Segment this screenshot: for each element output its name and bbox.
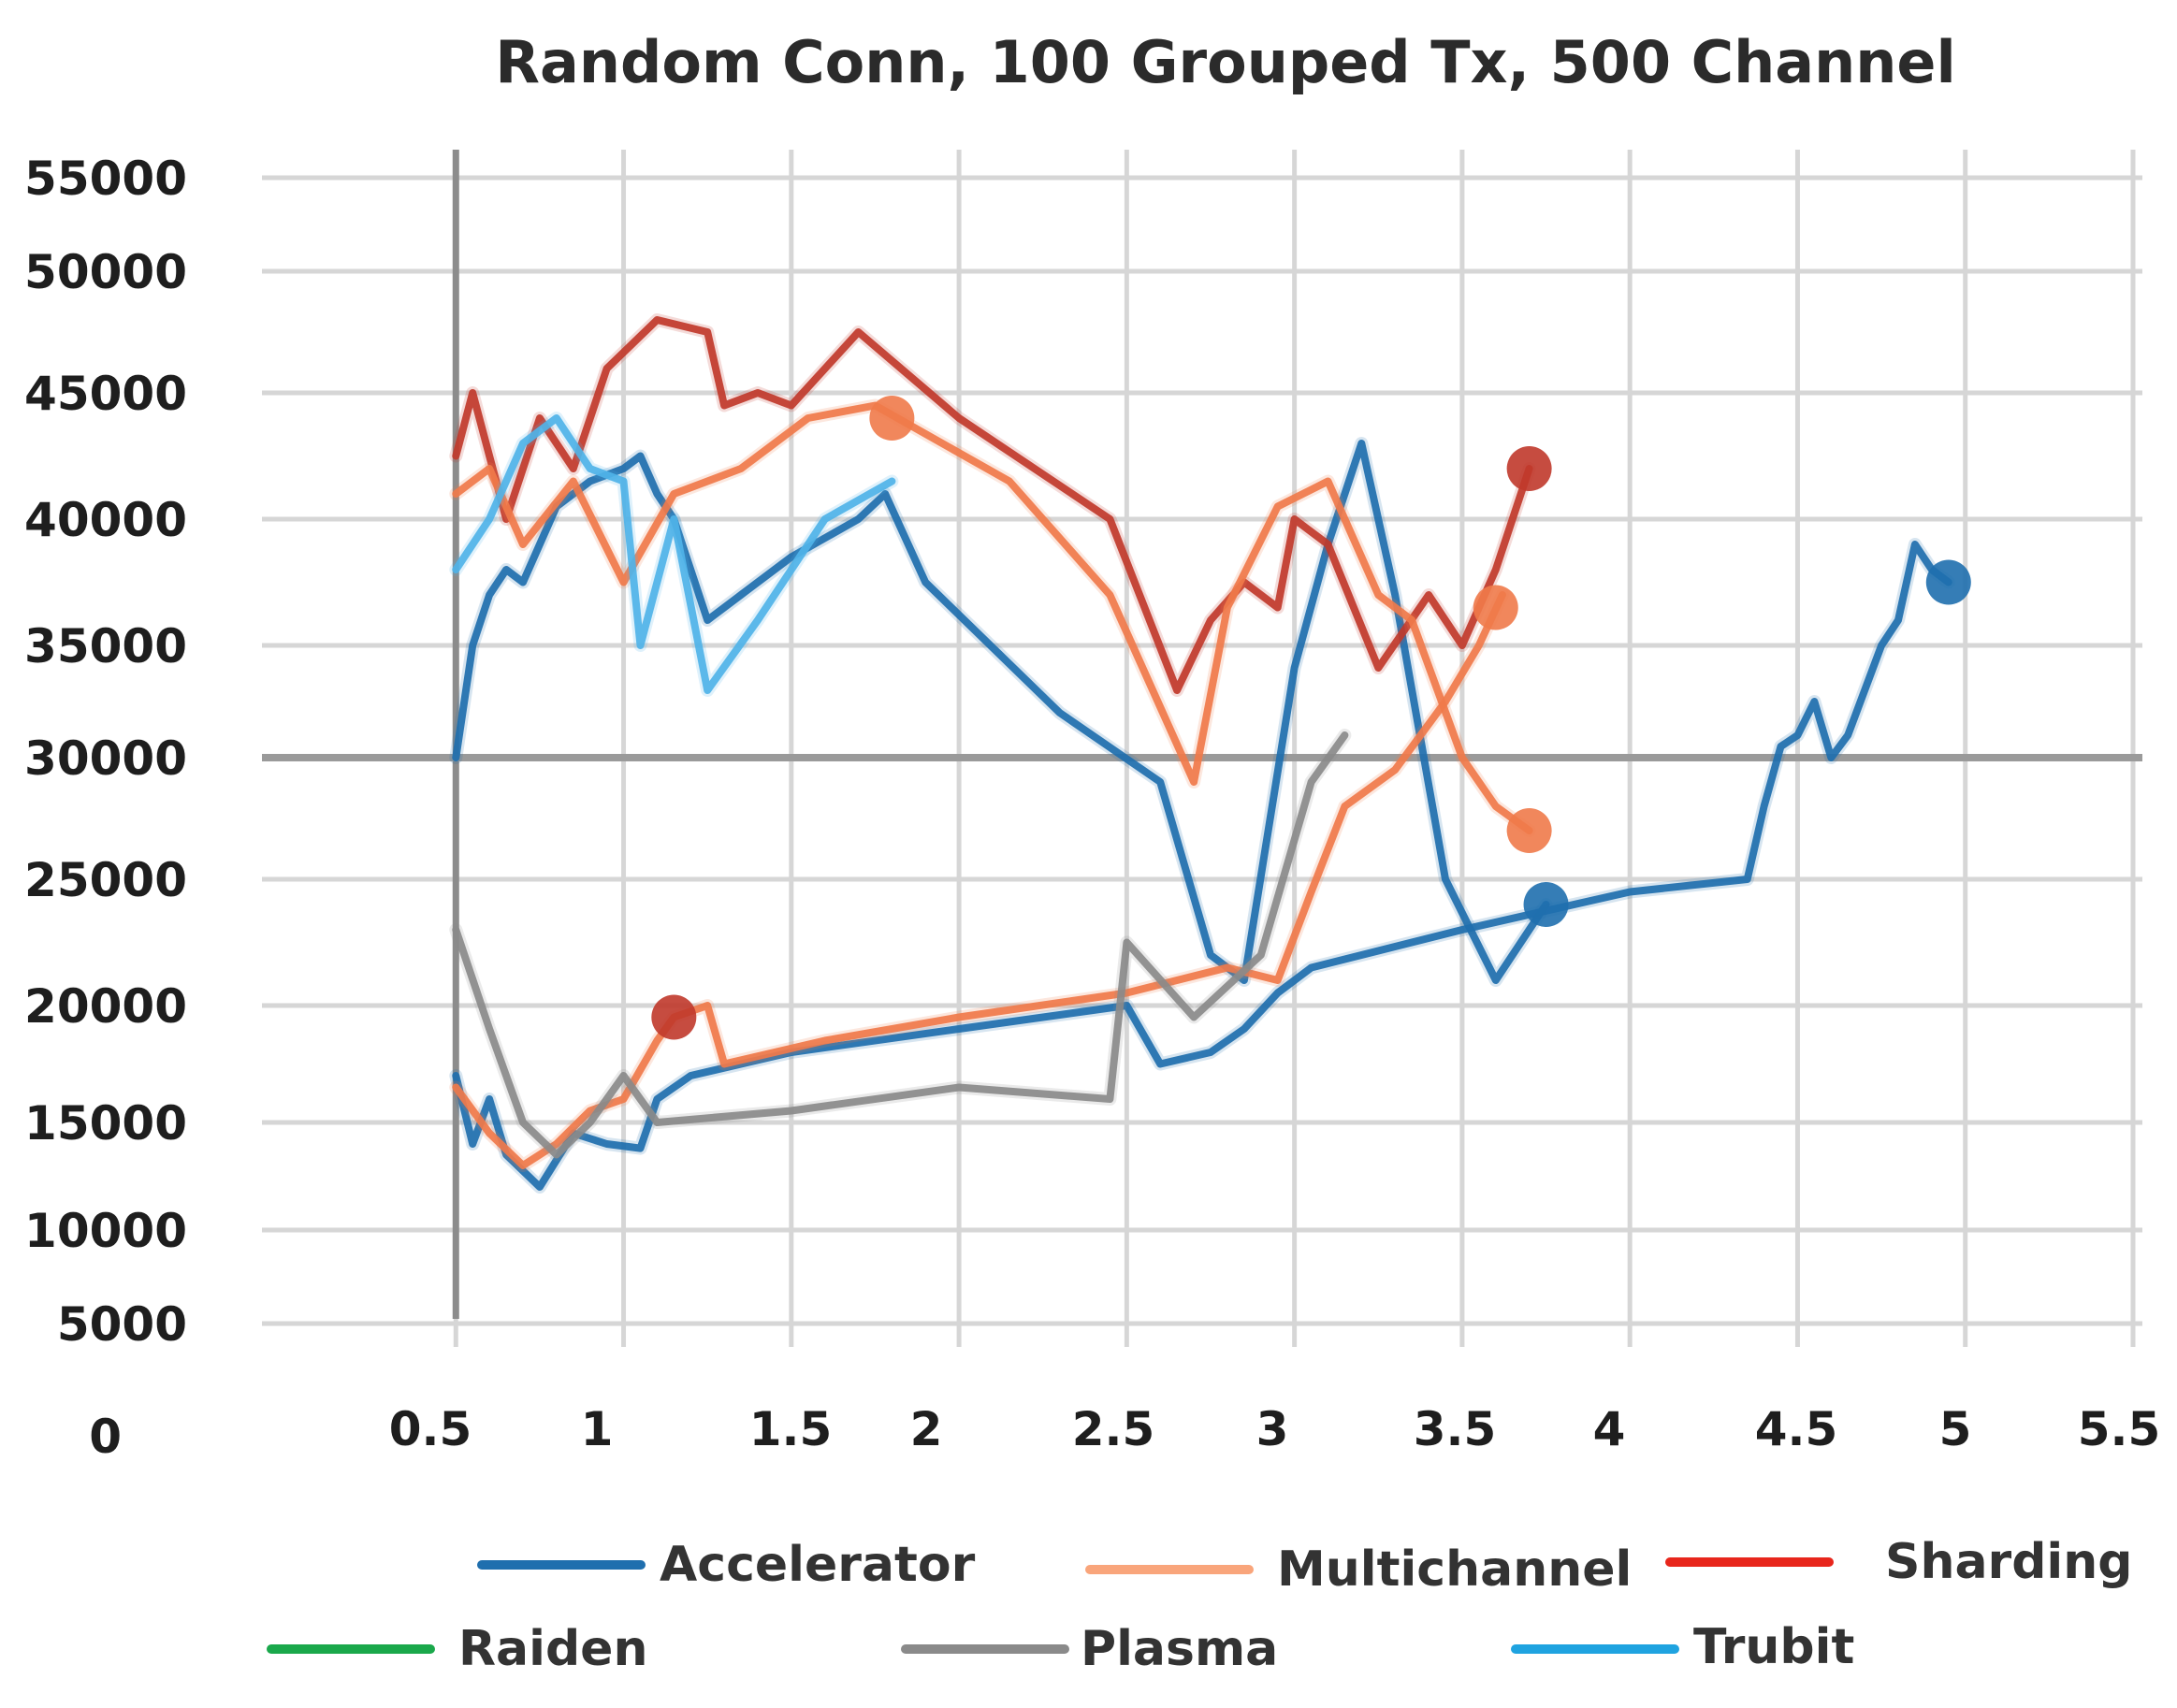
y-tick-label: 45000 [24,367,187,421]
series-line-accelerator [452,440,1550,984]
legend-label: Accelerator [660,1537,976,1593]
x-tick-label: 0.5 [389,1402,472,1456]
x-tick-label: 5.5 [2078,1402,2161,1456]
chart-title: Random Conn, 100 Grouped Tx, 500 Channel [495,28,1955,96]
y-tick-label: 15000 [24,1096,187,1151]
y-tick-label: 10000 [24,1204,187,1258]
legend-label: Plasma [1081,1621,1278,1677]
y-tick-label: 50000 [24,245,187,299]
y-tick-label: 0 [89,1410,122,1464]
end-marker-multichannel [1473,585,1518,630]
legend-label: Raiden [458,1621,647,1677]
x-tick-label: 4 [1593,1402,1626,1456]
y-tick-label: 5000 [57,1297,187,1352]
end-marker-accelerator [1523,882,1569,927]
y-tick-label: 25000 [24,853,187,907]
y-tick-label: 20000 [24,979,187,1034]
legend-label: Sharding [1885,1534,2133,1590]
legend-item-sharding: Sharding [1665,1534,2133,1590]
y-tick-label: 55000 [24,152,187,206]
end-marker-multichannel [1506,808,1552,853]
series-line-multichannel [452,401,1533,834]
legend-label: Multichannel [1277,1542,1632,1598]
end-marker-accelerator [1925,559,1971,605]
x-tick-label: 3.5 [1414,1402,1497,1456]
end-marker-multichannel [869,396,915,441]
y-tick-label: 40000 [24,493,187,547]
x-tick-label: 1 [581,1402,614,1456]
legend: Accelerator Multichannel Sharding Raiden Pla… [267,1534,2133,1677]
x-tick-label: 5 [1939,1402,1972,1456]
y-tick-label: 30000 [24,731,187,786]
plot-area [449,313,1971,1194]
series-halo-trubit [449,412,899,697]
x-tick-label: 2.5 [1072,1402,1155,1456]
legend-item-multichannel: Multichannel [1085,1542,1632,1598]
x-tick-label: 1.5 [749,1402,833,1456]
y-axis-tick-labels: 0 5000 10000 15000 20000 25000 30000 35000 40000… [24,152,187,1464]
end-marker-sharding [1506,446,1552,491]
legend-item-raiden: Raiden [267,1621,647,1677]
legend-item-accelerator: Accelerator [477,1537,976,1593]
x-tick-label: 3 [1256,1402,1289,1456]
y-tick-label: 35000 [24,619,187,673]
series-line-trubit [452,414,896,694]
series-line-plasma [452,731,1349,1159]
series-line-multichannel [452,591,1506,1169]
x-tick-label: 4.5 [1755,1402,1838,1456]
legend-label: Trubit [1693,1619,1854,1675]
end-marker-sharding [651,994,697,1040]
series-line-sharding [452,316,1533,694]
legend-item-plasma: Plasma [901,1621,1278,1677]
legend-item-trubit: Trubit [1511,1619,1854,1675]
x-axis-tick-labels: 0.5 1 1.5 2 2.5 3 3.5 4 4.5 5 5.5 [389,1402,2161,1456]
x-tick-label: 2 [910,1402,943,1456]
